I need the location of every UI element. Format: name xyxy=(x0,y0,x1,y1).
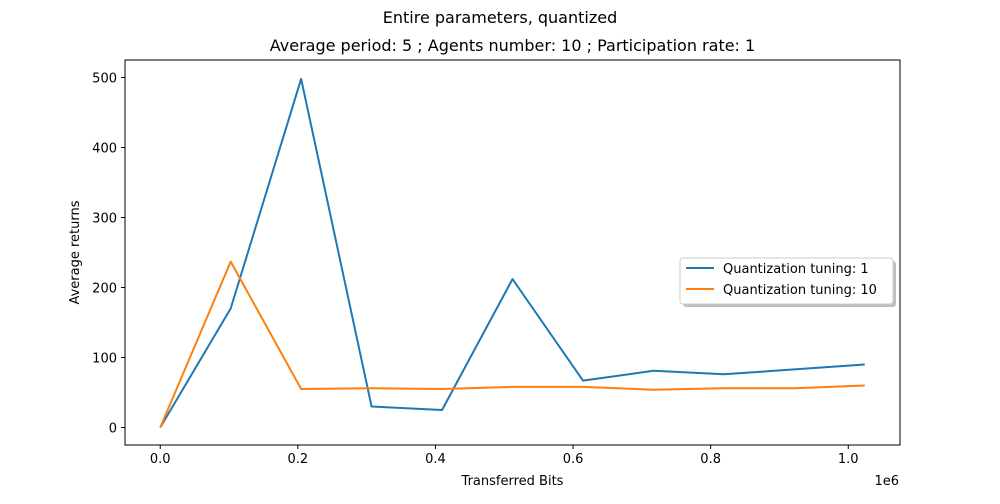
y-tick-label: 200 xyxy=(92,282,117,297)
y-tick-label: 0 xyxy=(109,422,117,437)
y-tick-label: 400 xyxy=(92,142,117,157)
plot-frame xyxy=(124,59,901,446)
x-tick-label: 0.8 xyxy=(700,452,721,467)
legend-label-series-2: Quantization tuning: 10 xyxy=(723,283,877,298)
axes-layer: 0.0 0.2 0.4 0.6 0.8 1.0 0 100 200 300 400 500 xyxy=(92,72,858,468)
y-tick-label: 100 xyxy=(92,352,117,367)
x-axis-label: Transferred Bits xyxy=(461,474,564,489)
y-axis-label: Average returns xyxy=(68,200,83,304)
x-tick-label: 0.6 xyxy=(563,452,584,467)
x-tick-label: 1.0 xyxy=(838,452,859,467)
x-tick-label: 0.4 xyxy=(425,452,446,467)
x-axis-offset-label: 1e6 xyxy=(874,474,899,489)
legend: Quantization tuning: 1 Quantization tuni… xyxy=(679,257,896,307)
x-tick-label: 0.2 xyxy=(287,452,308,467)
series-line-2 xyxy=(159,260,865,428)
x-tick-label: 0.0 xyxy=(150,452,171,467)
chart-title: Average period: 5 ; Agents number: 10 ; … xyxy=(270,36,755,55)
y-tick-label: 300 xyxy=(92,212,117,227)
series-layer xyxy=(159,77,865,429)
legend-label-series-1: Quantization tuning: 1 xyxy=(723,262,869,277)
y-tick-label: 500 xyxy=(92,72,117,87)
figure-suptitle: Entire parameters, quantized xyxy=(383,8,617,27)
series-line-1 xyxy=(159,77,865,429)
legend-box xyxy=(679,257,894,305)
